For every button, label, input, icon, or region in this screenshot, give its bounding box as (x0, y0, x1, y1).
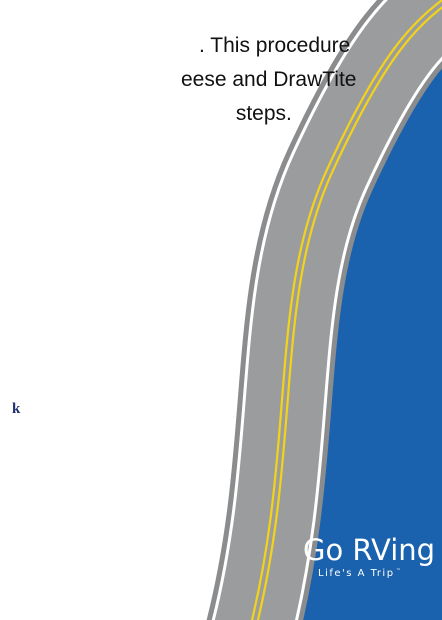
logo-tagline: Life's A Trip (318, 568, 395, 579)
road (206, 0, 442, 620)
footer-fragment: k (12, 401, 21, 417)
logo-title: Go RVing (303, 533, 435, 567)
logo-trademark: ™ (396, 568, 401, 574)
body-line: eese and DrawTite (181, 68, 356, 91)
body-line: . This procedure (199, 34, 350, 57)
body-line: steps. (230, 102, 292, 125)
